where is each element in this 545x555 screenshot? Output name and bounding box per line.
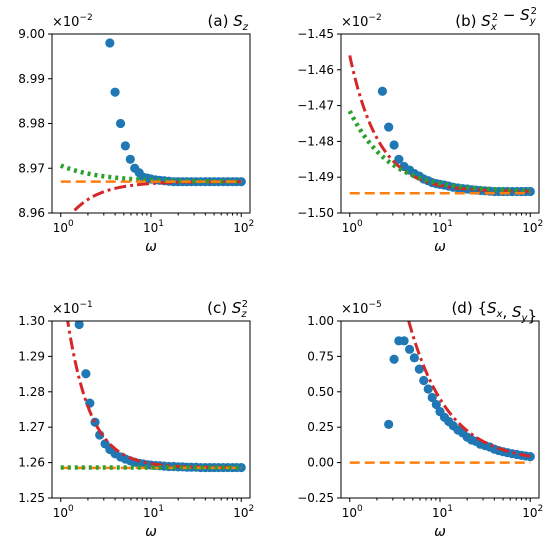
chart-panel-4: −0.25 0.00 0.25 0.50 0.75 1.00 100 101 102 ×10−5 (… [297,299,543,540]
data-point [409,353,419,363]
y-tick-label: 1.25 [18,491,45,505]
y-tick-label: 1.29 [18,349,45,363]
data-point [120,141,130,151]
data-point [81,369,91,379]
chart-title: (a) Sz [208,12,249,33]
x-axis-label: ω [145,524,157,540]
axes-frame [51,33,251,214]
chart-panel-3: 1.25 1.26 1.27 1.28 1.29 1.30 100 101 102 ×10−1 (c… [18,299,254,540]
axes-frame [340,33,540,214]
y-tick-label: 1.27 [18,420,45,434]
y-multiplier: ×10−2 [341,13,382,30]
y-tick-label: 0.00 [307,456,334,470]
axes-frame [51,320,251,499]
y-tick-label: −1.48 [297,134,334,148]
y-tick-label: 0.25 [307,420,334,434]
y-tick-label: 1.30 [18,314,45,328]
x-tick-label: 102 [233,219,254,235]
data-point [389,354,399,364]
x-tick-label: 101 [143,219,164,235]
data-point [105,38,115,48]
x-tick-label: 101 [143,504,164,520]
chart-title: (b) Sx2 − Sy2 [455,6,537,33]
dashdot-curve [66,321,242,469]
data-point [115,118,126,129]
plot-area [59,38,246,213]
chart-title: (d) {Sx, Sy} [451,299,537,325]
data-point [125,154,135,164]
data-point [377,86,387,96]
plot-area [347,55,535,197]
data-point [431,399,441,410]
y-tick-label: 8.99 [18,72,45,86]
x-tick-label: 102 [522,504,543,520]
x-tick-label: 100 [342,219,363,235]
x-tick-label: 100 [342,504,363,520]
data-point [384,419,394,429]
y-tick-label: −1.45 [297,27,334,41]
y-tick-label: 1.00 [307,314,334,328]
data-point [236,177,246,187]
x-tick-label: 100 [53,219,74,235]
plot-area [60,321,246,473]
data-point [389,140,399,150]
data-point [394,154,404,164]
y-tick-label: −1.47 [297,99,334,113]
y-tick-label: −0.25 [297,491,334,505]
y-tick-label: −1.49 [297,170,334,184]
data-point [404,344,415,354]
data-point [427,392,437,403]
data-point [414,364,424,374]
x-tick-label: 102 [233,504,254,520]
axes-frame [340,320,540,499]
data-point [90,417,100,427]
dashdot-curve [348,55,531,193]
x-tick-label: 100 [53,504,74,520]
dotted-curve [59,163,242,184]
x-axis-label: ω [434,524,446,540]
data-point [110,87,120,97]
y-tick-label: 0.75 [307,349,334,363]
y-tick-label: 9.00 [18,27,45,41]
y-tick-label: −1.46 [297,63,334,77]
plot-area [349,321,535,464]
dotted-curve [347,109,531,193]
data-point [525,186,535,197]
x-axis-label: ω [145,239,157,255]
y-multiplier: ×10−5 [341,300,382,317]
y-multiplier: ×10−1 [52,300,93,317]
y-multiplier: ×10−2 [52,13,93,30]
chart-title: (c) Sz2 [207,299,248,320]
y-tick-label: 0.50 [307,385,334,399]
data-point [74,321,84,330]
data-point [423,384,433,394]
chart-panel-2: −1.50 −1.49 −1.48 −1.47 −1.46 −1.45 100 101 102 ×… [297,6,543,255]
y-tick-label: 8.97 [18,161,45,175]
x-axis-label: ω [434,239,446,255]
y-tick-label: 8.98 [18,117,45,131]
data-point [236,462,246,473]
data-point [419,375,429,386]
y-tick-label: 8.96 [18,206,45,220]
x-tick-label: 101 [432,504,453,520]
x-tick-label: 101 [432,219,453,235]
data-point [384,122,394,132]
data-point [399,336,409,346]
x-tick-label: 102 [522,219,543,235]
y-tick-label: 1.26 [18,456,45,470]
y-tick-label: −1.50 [297,206,334,220]
chart-panel-1: 8.96 8.97 8.98 8.99 9.00 100 101 102 ×10−2 (a) Sz… [18,12,254,255]
y-tick-label: 1.28 [18,385,45,399]
